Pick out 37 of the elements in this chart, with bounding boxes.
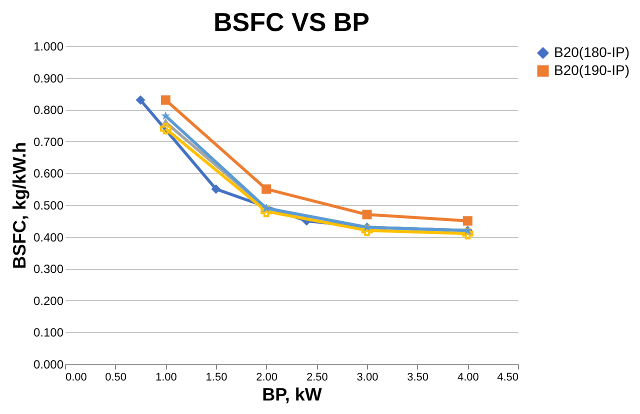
x-tick-label: 0.50 <box>105 372 127 384</box>
y-tick-label: 0.700 <box>33 134 64 149</box>
point <box>160 95 170 105</box>
point <box>462 228 474 240</box>
x-tick-label: 1.00 <box>155 372 177 384</box>
y-tick-label: 0.500 <box>33 198 64 212</box>
y-tick-label: 0.600 <box>33 166 64 181</box>
x-tick-label: 4.50 <box>497 372 518 384</box>
point <box>262 184 272 194</box>
point <box>260 206 272 218</box>
y-tick-label: 0.300 <box>33 262 64 276</box>
legend-label: B20(190-IP) <box>554 62 630 78</box>
x-tick-label: 3.50 <box>407 372 429 384</box>
x-tick-label: 4.00 <box>457 372 479 384</box>
point <box>361 224 373 236</box>
y-tick-label: 0.100 <box>33 326 64 340</box>
x-tick-label: 0.00 <box>66 372 87 384</box>
point <box>161 111 170 120</box>
x-tick-label: 2.50 <box>306 372 328 384</box>
legend-label: B20(180-IP) <box>554 44 630 60</box>
y-tick-label: 0.900 <box>33 71 64 86</box>
point <box>362 210 372 220</box>
x-tick-label: 1.50 <box>206 372 228 384</box>
point <box>211 184 221 194</box>
x-tick-label: 3.00 <box>356 372 378 384</box>
y-tick-label: 0.000 <box>33 358 64 372</box>
point <box>160 122 172 134</box>
y-tick-label: 0.400 <box>33 230 64 244</box>
y-axis-title: BSFC, kg/kW.h <box>9 142 30 270</box>
x-tick-label: 2.00 <box>256 372 278 384</box>
y-tick-label: 0.800 <box>33 103 64 118</box>
y-tick-label: 0.200 <box>33 294 64 308</box>
x-axis-title: BP, kW <box>262 384 322 404</box>
chart-title: BSFC VS BP <box>213 7 370 37</box>
point <box>136 95 146 105</box>
y-tick-label: 1.000 <box>33 40 64 54</box>
point <box>462 216 472 226</box>
